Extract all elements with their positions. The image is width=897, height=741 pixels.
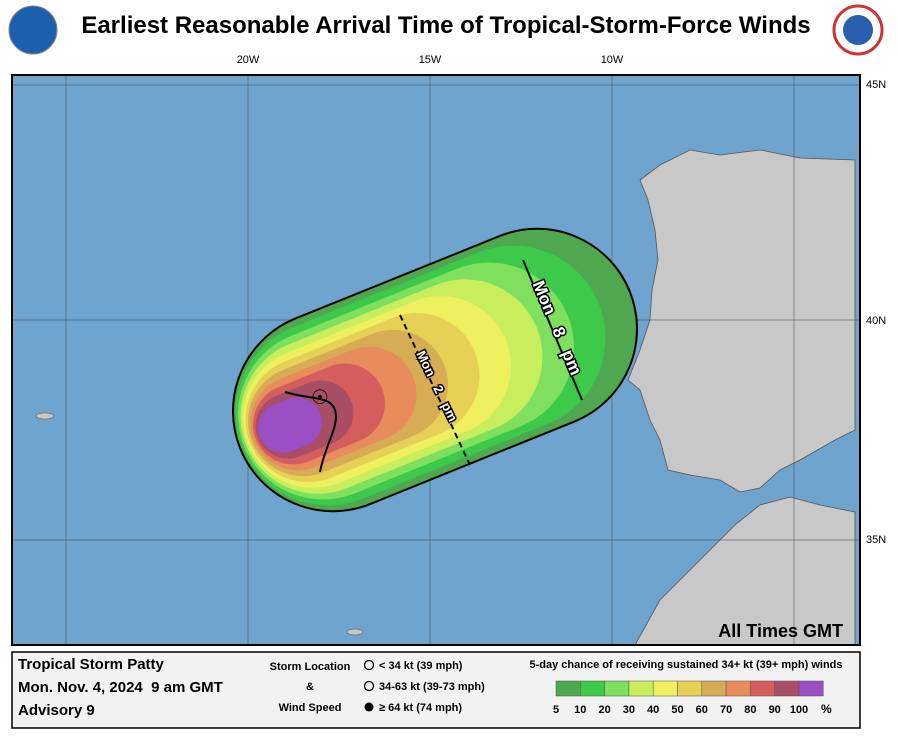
legend-label: 70 [720, 704, 732, 716]
legend-label: 90 [769, 704, 781, 716]
legend-label: 20 [598, 704, 610, 716]
africa [634, 496, 856, 646]
key-item: < 34 kt (39 mph) [379, 660, 463, 672]
legend-swatch [750, 680, 775, 697]
key-items: < 34 kt (39 mph) 34-63 kt (39-73 mph) ≥ 64… [379, 660, 485, 714]
probability-swath [232, 227, 638, 513]
lon-label: 10W [601, 54, 624, 66]
legend-label: 10 [574, 704, 586, 716]
legend-swatch [580, 680, 605, 697]
legend-label: 60 [696, 704, 708, 716]
noaa-logo [8, 5, 58, 55]
legend-swatch [725, 680, 751, 697]
key-title: Wind Speed [279, 702, 342, 714]
nws-logo-inner [843, 15, 873, 45]
legend-swatch [628, 680, 654, 697]
legend-label: 40 [647, 704, 659, 716]
advisory-number: Advisory 9 [18, 702, 95, 719]
iberia [627, 149, 856, 493]
time-line [399, 314, 471, 466]
legend-swatch [701, 680, 727, 697]
legend-swatch [555, 680, 581, 697]
legend-label: 80 [744, 704, 756, 716]
legend-swatch [774, 680, 800, 697]
time-line [522, 259, 583, 401]
island [346, 628, 364, 636]
storm-track [284, 391, 337, 473]
swath-layer [258, 397, 322, 453]
key-title: Storm Location [270, 661, 351, 673]
advisory-date: Mon. Nov. 4, 2024 9 am GMT [18, 679, 223, 696]
legend-unit: % [821, 702, 832, 716]
legend-label: 50 [671, 704, 683, 716]
legend-label: 30 [623, 704, 635, 716]
legend-swatch [604, 680, 630, 697]
legend: 5 10 20 30 40 50 60 70 80 90 100% [553, 680, 832, 716]
legend-swatch [677, 680, 703, 697]
lat-label: 35N [866, 534, 886, 546]
lon-label: 20W [237, 54, 260, 66]
key-symbol [363, 659, 375, 671]
legend-label: 5 [553, 704, 559, 716]
title: Earliest Reasonable Arrival Time of Trop… [81, 12, 810, 39]
lon-label: 15W [419, 54, 442, 66]
storm-name: Tropical Storm Patty [18, 656, 165, 673]
island [35, 412, 55, 420]
legend-swatch [652, 680, 678, 697]
storm-symbol: ☉ [311, 387, 329, 409]
lat-label: 45N [866, 79, 886, 91]
map-frame [11, 74, 861, 646]
note: All Times GMT [718, 621, 843, 641]
key-symbol [363, 680, 375, 692]
legend-title: 5-day chance of receiving sustained 34+ … [530, 659, 843, 671]
key-item: 34-63 kt (39-73 mph) [379, 681, 485, 693]
axis-labels: 20W 15W 10W 45N 40N 35N [237, 54, 887, 546]
legend-label: 100 [790, 704, 808, 716]
lat-label: 40N [866, 315, 886, 327]
key-symbol [364, 702, 374, 712]
key-amp: & [306, 681, 314, 693]
key-item: ≥ 64 kt (74 mph) [379, 702, 462, 714]
legend-swatch [798, 680, 824, 697]
